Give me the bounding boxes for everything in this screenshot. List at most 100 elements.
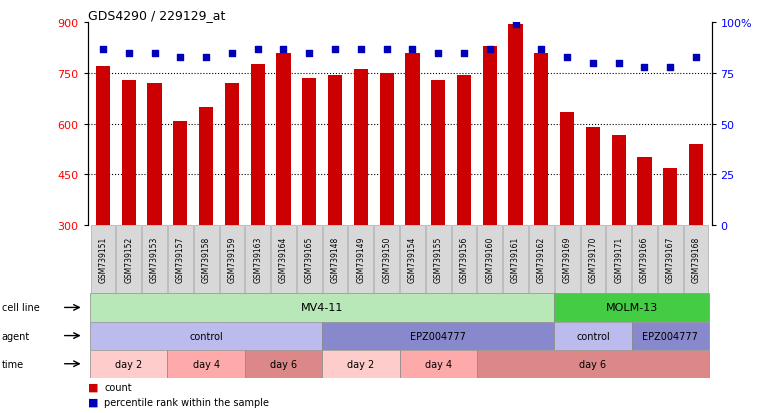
Point — [406, 46, 419, 53]
Bar — [503, 225, 528, 294]
Bar — [194, 225, 218, 294]
Text: GSM739151: GSM739151 — [98, 237, 107, 282]
Text: day 2: day 2 — [347, 359, 374, 369]
Text: time: time — [2, 359, 24, 369]
Bar — [116, 225, 141, 294]
Point — [200, 54, 212, 61]
Bar — [638, 158, 651, 225]
Text: agent: agent — [2, 331, 30, 341]
Bar — [658, 225, 683, 294]
Bar — [297, 225, 322, 294]
Text: MOLM-13: MOLM-13 — [606, 303, 658, 313]
Bar — [374, 225, 399, 294]
Point — [329, 46, 341, 53]
Text: count: count — [104, 382, 132, 392]
Bar — [96, 67, 110, 225]
Bar — [607, 225, 631, 294]
Bar — [632, 225, 657, 294]
Bar — [245, 350, 322, 378]
Bar — [555, 225, 580, 294]
Bar — [142, 225, 167, 294]
Text: MV4-11: MV4-11 — [301, 303, 343, 313]
Point — [278, 46, 290, 53]
Text: GSM739160: GSM739160 — [486, 236, 495, 283]
Bar — [167, 350, 245, 378]
Point — [613, 60, 625, 67]
Bar — [482, 47, 497, 225]
Bar — [477, 225, 502, 294]
Bar — [554, 322, 632, 350]
Text: GSM739164: GSM739164 — [279, 236, 288, 283]
Point — [690, 54, 702, 61]
Text: EPZ004777: EPZ004777 — [642, 331, 698, 341]
Bar — [663, 168, 677, 225]
Text: GSM739168: GSM739168 — [692, 237, 701, 282]
Bar — [91, 225, 116, 294]
Point — [535, 46, 547, 53]
Bar — [224, 84, 239, 225]
Point — [252, 46, 264, 53]
Bar — [328, 76, 342, 225]
Point — [561, 54, 573, 61]
Text: day 6: day 6 — [270, 359, 297, 369]
Point — [458, 50, 470, 57]
Point — [123, 50, 135, 57]
Bar — [457, 76, 471, 225]
Text: GSM739155: GSM739155 — [434, 236, 443, 283]
Text: control: control — [189, 331, 223, 341]
Point — [355, 46, 367, 53]
Bar — [168, 225, 193, 294]
Text: GSM739162: GSM739162 — [537, 237, 546, 282]
Bar — [323, 225, 348, 294]
Text: GSM739167: GSM739167 — [666, 236, 675, 283]
Bar — [322, 350, 400, 378]
Text: GSM739163: GSM739163 — [253, 236, 263, 283]
Bar — [426, 225, 451, 294]
Point — [638, 64, 651, 71]
Text: GSM739158: GSM739158 — [202, 237, 211, 282]
Bar — [90, 350, 167, 378]
Text: GSM739166: GSM739166 — [640, 236, 649, 283]
Bar — [508, 25, 523, 225]
Text: GSM739150: GSM739150 — [382, 236, 391, 283]
Bar — [632, 322, 709, 350]
Text: ■: ■ — [88, 382, 98, 392]
Bar — [174, 121, 187, 225]
Point — [587, 60, 599, 67]
Point — [380, 46, 393, 53]
Bar — [586, 128, 600, 225]
Bar — [689, 145, 703, 225]
Text: ■: ■ — [88, 397, 98, 407]
Bar — [322, 322, 554, 350]
Bar — [148, 84, 161, 225]
Bar — [560, 112, 575, 225]
Bar — [683, 225, 708, 294]
Text: GSM739161: GSM739161 — [511, 237, 520, 282]
Text: day 6: day 6 — [579, 359, 607, 369]
Text: GSM739169: GSM739169 — [562, 236, 572, 283]
Point — [226, 50, 238, 57]
Bar — [276, 53, 291, 225]
Bar — [451, 225, 476, 294]
Point — [303, 50, 315, 57]
Text: GSM739152: GSM739152 — [124, 237, 133, 282]
Bar — [534, 53, 549, 225]
Text: GSM739157: GSM739157 — [176, 236, 185, 283]
Bar — [245, 225, 270, 294]
Bar — [199, 107, 213, 225]
Bar — [581, 225, 605, 294]
Bar — [271, 225, 296, 294]
Bar — [554, 294, 709, 322]
Text: control: control — [576, 331, 610, 341]
Text: cell line: cell line — [2, 303, 40, 313]
Point — [432, 50, 444, 57]
Bar — [406, 54, 419, 225]
Point — [509, 22, 521, 28]
Text: GSM739153: GSM739153 — [150, 236, 159, 283]
Bar — [90, 322, 322, 350]
Point — [664, 64, 677, 71]
Text: day 2: day 2 — [115, 359, 142, 369]
Text: GSM739159: GSM739159 — [228, 236, 237, 283]
Point — [97, 46, 109, 53]
Text: percentile rank within the sample: percentile rank within the sample — [104, 397, 269, 407]
